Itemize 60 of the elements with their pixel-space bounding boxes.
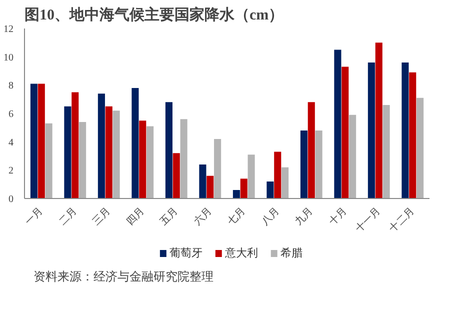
x-tick-label: 四月 <box>124 206 147 228</box>
y-tick-label: 12 <box>4 24 14 35</box>
x-tick-label: 七月 <box>225 204 248 228</box>
bar <box>282 167 289 198</box>
chart-title: 图10、地中海气候主要国家降水（cm） <box>24 6 284 24</box>
bar <box>132 88 139 198</box>
bar <box>334 50 342 198</box>
y-tick-label: 8 <box>8 80 14 92</box>
bar <box>349 114 356 198</box>
bar <box>232 190 240 198</box>
bar <box>342 66 349 198</box>
text: 资料来源：经济与金融研究院整理 <box>34 270 214 284</box>
legend-label: 意大利 <box>224 246 258 260</box>
bar <box>214 139 222 198</box>
bar <box>38 84 45 198</box>
bar <box>308 102 315 198</box>
y-tick-label: 2 <box>8 166 14 177</box>
bar <box>64 106 72 198</box>
bar <box>402 62 409 198</box>
bar <box>240 178 248 198</box>
x-tick-label: 三月 <box>90 206 113 228</box>
bar <box>72 92 79 198</box>
bar <box>315 130 322 198</box>
bar <box>206 176 214 198</box>
x-tick-label: 十一月 <box>353 204 383 235</box>
bar <box>30 84 38 198</box>
bar <box>45 123 52 198</box>
bar <box>199 164 206 198</box>
bar <box>79 122 86 198</box>
x-tick-label: 十二月 <box>386 204 417 235</box>
bar <box>98 94 105 198</box>
legend-label: 葡萄牙 <box>170 246 203 260</box>
bar <box>248 154 255 198</box>
bar <box>368 62 375 198</box>
x-tick-label: 六月 <box>191 204 214 228</box>
bar <box>382 105 390 198</box>
bar <box>409 72 416 198</box>
x-tick-label: 五月 <box>158 206 180 228</box>
legend-label: 希腊 <box>280 246 303 260</box>
bar <box>112 110 120 198</box>
x-tick-label: 二月 <box>57 206 80 228</box>
y-tick-label: 6 <box>8 109 14 120</box>
bar <box>165 102 172 198</box>
x-tick-label: 一月 <box>23 206 46 228</box>
x-tick-label: 八月 <box>260 206 282 228</box>
x-tick-label: 九月 <box>292 204 316 228</box>
y-tick-label: 4 <box>8 137 14 148</box>
bar <box>146 126 154 198</box>
y-tick-label: 10 <box>4 52 14 64</box>
bar <box>139 120 146 198</box>
bar <box>180 119 188 198</box>
x-tick-label: 十月 <box>326 204 350 228</box>
bar <box>105 106 112 198</box>
y-tick-label: 0 <box>8 194 14 205</box>
bar <box>416 98 424 198</box>
bar <box>172 153 180 198</box>
bar <box>266 182 274 198</box>
bar <box>274 152 282 198</box>
bar <box>375 42 382 198</box>
bar <box>300 130 308 198</box>
